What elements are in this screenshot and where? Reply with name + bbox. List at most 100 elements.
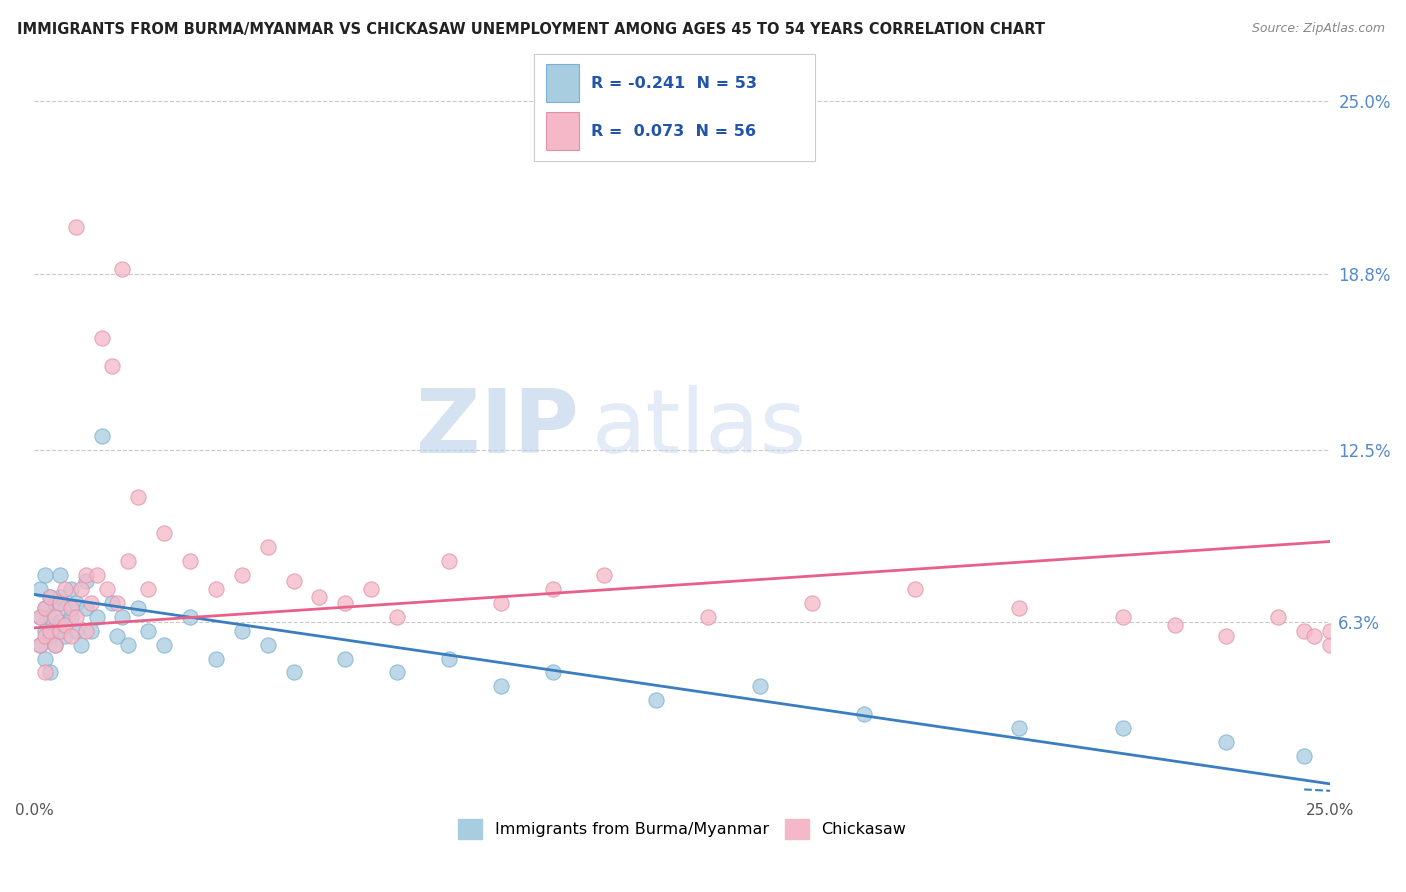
Text: atlas: atlas [592,385,807,472]
Point [75,601,97,615]
Point [75,624,97,638]
Point [55,629,77,643]
Point [283,665,305,680]
Point [49,591,72,605]
Point [697,609,720,624]
Point [904,582,927,596]
Point [44,638,66,652]
Point [204,651,226,665]
Point [44,638,66,652]
Point [59,629,82,643]
Point [1215,629,1237,643]
Point [80,624,103,638]
Point [1303,629,1326,643]
Point [80,596,103,610]
Point [39,665,62,680]
Point [44,596,66,610]
Point [645,693,668,707]
Point [204,582,226,596]
Point [335,596,357,610]
Point [105,596,128,610]
Point [231,624,253,638]
Point [49,624,72,638]
Point [86,609,108,624]
Point [437,651,460,665]
Point [138,624,160,638]
Point [256,638,278,652]
Point [153,526,176,541]
Point [28,609,51,624]
Point [852,707,875,722]
Point [39,609,62,624]
Point [75,574,97,588]
Point [34,568,56,582]
Point [28,638,51,652]
Point [39,591,62,605]
Point [28,638,51,652]
Point [749,679,772,693]
Point [335,651,357,665]
Point [385,609,408,624]
Point [65,219,87,234]
Point [437,554,460,568]
Text: Source: ZipAtlas.com: Source: ZipAtlas.com [1251,22,1385,36]
Point [70,638,93,652]
Point [44,609,66,624]
Point [90,331,112,345]
Point [70,582,93,596]
Point [385,665,408,680]
Point [111,609,134,624]
Point [101,359,124,373]
Point [179,609,201,624]
Point [49,596,72,610]
Point [34,651,56,665]
Point [28,609,51,624]
Point [105,629,128,643]
Point [1267,609,1289,624]
Legend: Immigrants from Burma/Myanmar, Chickasaw: Immigrants from Burma/Myanmar, Chickasaw [451,813,912,846]
Point [231,568,253,582]
Point [86,568,108,582]
Point [138,582,160,596]
Text: IMMIGRANTS FROM BURMA/MYANMAR VS CHICKASAW UNEMPLOYMENT AMONG AGES 45 TO 54 YEAR: IMMIGRANTS FROM BURMA/MYANMAR VS CHICKAS… [17,22,1045,37]
Point [65,624,87,638]
Point [101,596,124,610]
Text: R =  0.073  N = 56: R = 0.073 N = 56 [591,124,755,139]
Point [800,596,823,610]
Point [75,568,97,582]
Point [360,582,382,596]
Point [59,609,82,624]
Point [28,582,51,596]
Text: R = -0.241  N = 53: R = -0.241 N = 53 [591,76,756,91]
Point [55,601,77,615]
Point [49,615,72,630]
Point [96,582,118,596]
Point [1008,721,1031,735]
Point [1112,721,1135,735]
Point [1319,638,1341,652]
Point [117,554,139,568]
Point [127,490,149,504]
Point [39,591,62,605]
Point [541,665,564,680]
Point [34,665,56,680]
Point [34,624,56,638]
Point [541,582,564,596]
Point [256,540,278,554]
Point [593,568,616,582]
Bar [546,64,579,102]
Point [59,582,82,596]
Point [34,601,56,615]
Point [55,618,77,632]
Point [127,601,149,615]
Point [59,601,82,615]
Point [65,596,87,610]
Point [55,582,77,596]
Point [34,601,56,615]
Point [1163,618,1185,632]
Point [179,554,201,568]
Point [111,261,134,276]
Point [1008,601,1031,615]
Point [308,591,330,605]
Point [117,638,139,652]
